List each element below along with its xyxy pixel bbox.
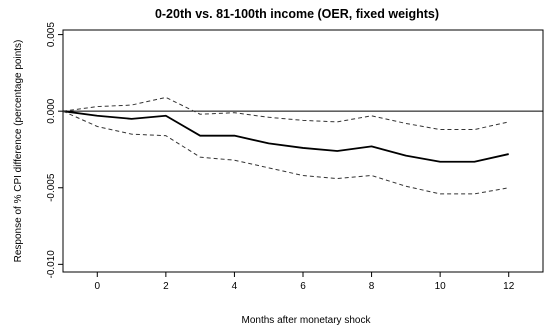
y-tick-label: 0.000 — [46, 98, 57, 123]
series-layer — [62, 96, 509, 195]
x-tick-label: 12 — [503, 281, 515, 292]
plot-frame — [62, 29, 544, 273]
y-tick-label: 0.005 — [46, 22, 57, 47]
x-tick-label: 6 — [300, 281, 306, 292]
series-upper-band-line — [62, 96, 509, 131]
series-estimate-line — [62, 110, 509, 163]
y-axis-label: Response of % CPI difference (percentage… — [13, 40, 24, 263]
y-tick-label: -0.010 — [46, 250, 57, 279]
x-axis: 0 2 4 6 8 10 12 — [95, 272, 515, 292]
series-lower-band-line — [62, 110, 509, 195]
y-tick-label: -0.005 — [46, 173, 57, 202]
y-axis: -0.010 -0.005 0.000 0.005 — [46, 22, 63, 279]
x-axis-label: Months after monetary shock — [242, 315, 372, 326]
x-tick-label: 10 — [435, 281, 447, 292]
x-tick-label: 0 — [95, 281, 101, 292]
chart-title: 0-20th vs. 81-100th income (OER, fixed w… — [155, 7, 439, 21]
x-tick-label: 2 — [163, 281, 169, 292]
x-tick-label: 8 — [369, 281, 375, 292]
x-tick-label: 4 — [232, 281, 238, 292]
